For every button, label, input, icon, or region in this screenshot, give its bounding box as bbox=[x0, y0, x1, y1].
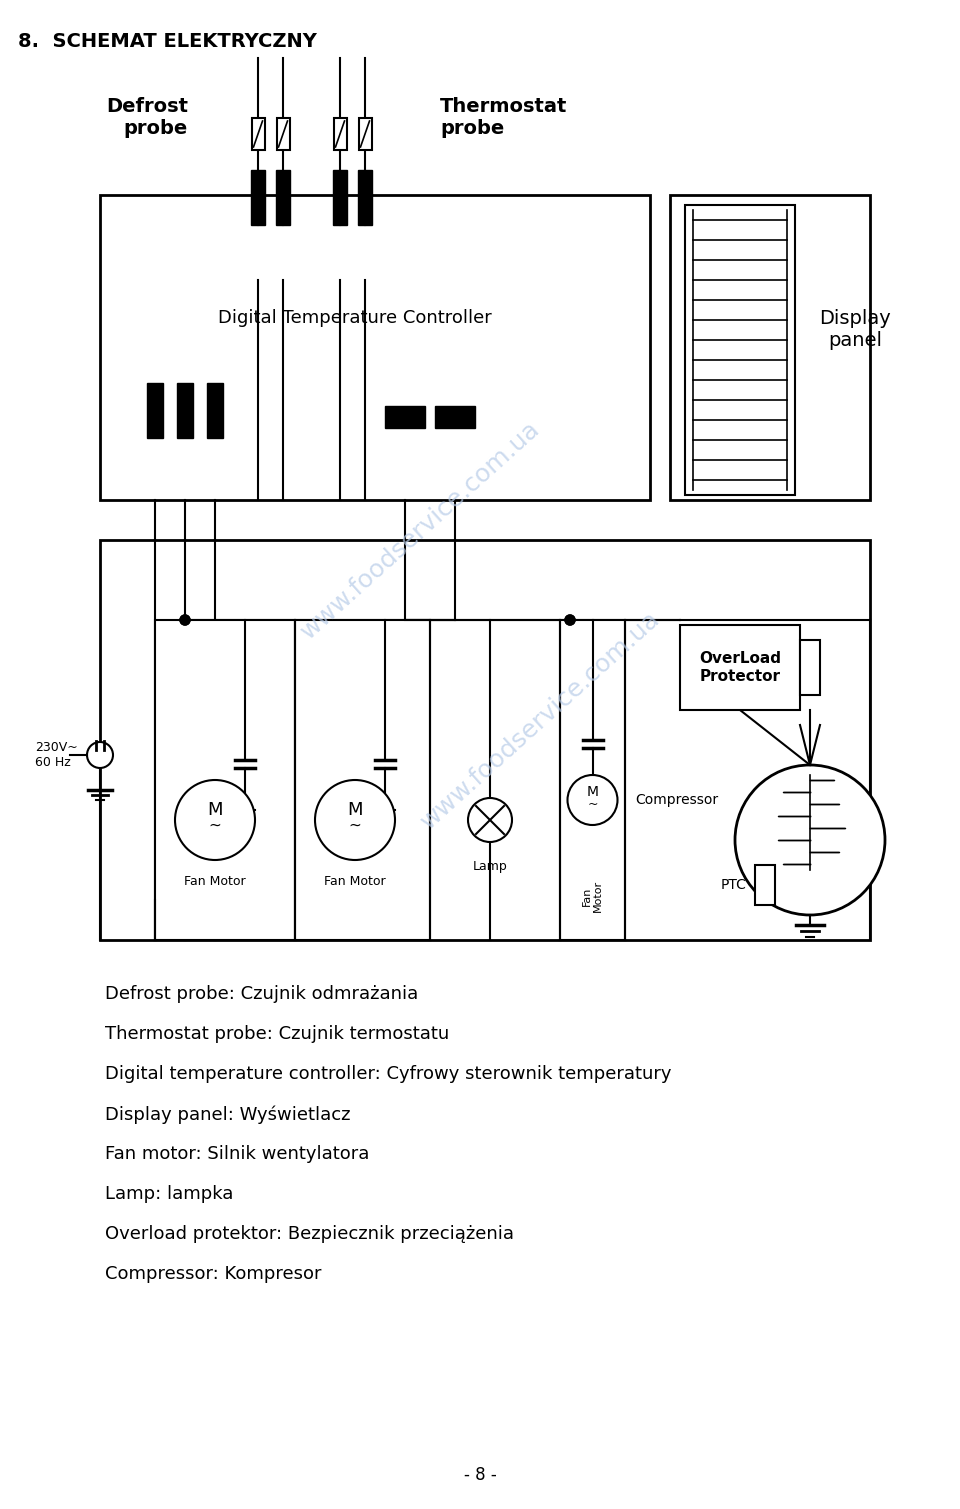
Bar bbox=[358, 118, 372, 149]
Bar bbox=[358, 171, 372, 225]
Circle shape bbox=[565, 616, 575, 625]
Bar bbox=[276, 118, 290, 149]
Text: 8.  SCHEMAT ELEKTRYCZNY: 8. SCHEMAT ELEKTRYCZNY bbox=[18, 32, 317, 51]
Text: ~: ~ bbox=[348, 818, 361, 833]
Text: ~: ~ bbox=[208, 818, 222, 833]
Bar bbox=[251, 171, 265, 225]
Text: Defrost probe: Czujnik odmrażania: Defrost probe: Czujnik odmrażania bbox=[105, 985, 419, 1003]
Circle shape bbox=[468, 798, 512, 842]
Text: Fan Motor: Fan Motor bbox=[184, 875, 246, 887]
Text: PTC: PTC bbox=[721, 878, 747, 892]
Text: Compressor: Kompresor: Compressor: Kompresor bbox=[105, 1265, 322, 1283]
Text: Display panel: Wyświetlacz: Display panel: Wyświetlacz bbox=[105, 1105, 350, 1124]
Text: www.foodservice.com.ua: www.foodservice.com.ua bbox=[296, 416, 544, 643]
Text: Fan motor: Silnik wentylatora: Fan motor: Silnik wentylatora bbox=[105, 1145, 370, 1163]
Text: - 8 -: - 8 - bbox=[464, 1467, 496, 1483]
Bar bbox=[100, 195, 650, 499]
Bar bbox=[670, 195, 870, 499]
Circle shape bbox=[565, 616, 575, 625]
Circle shape bbox=[175, 780, 255, 860]
Bar bbox=[155, 620, 295, 940]
Text: OverLoad
Protector: OverLoad Protector bbox=[699, 652, 781, 684]
Text: M: M bbox=[587, 785, 598, 798]
Text: 230V~
60 Hz: 230V~ 60 Hz bbox=[35, 741, 78, 770]
Text: M: M bbox=[348, 801, 363, 819]
Text: Lamp: Lamp bbox=[472, 860, 508, 874]
Bar bbox=[685, 205, 795, 495]
Circle shape bbox=[180, 616, 190, 625]
Text: M: M bbox=[207, 801, 223, 819]
Circle shape bbox=[567, 776, 617, 825]
Text: Defrost
probe: Defrost probe bbox=[106, 98, 188, 139]
Text: Digital Temperature Controller: Digital Temperature Controller bbox=[218, 309, 492, 327]
Bar bbox=[800, 640, 820, 696]
Text: Lamp: lampka: Lamp: lampka bbox=[105, 1185, 233, 1203]
Bar bbox=[560, 620, 625, 940]
Bar bbox=[435, 406, 475, 429]
Bar bbox=[177, 383, 193, 438]
Text: Thermostat probe: Czujnik termostatu: Thermostat probe: Czujnik termostatu bbox=[105, 1025, 449, 1043]
Text: Fan
Motor: Fan Motor bbox=[582, 880, 603, 911]
Text: www.foodservice.com.ua: www.foodservice.com.ua bbox=[416, 607, 664, 833]
Text: Fan Motor: Fan Motor bbox=[324, 875, 386, 887]
Bar bbox=[755, 865, 775, 905]
Text: Overload protektor: Bezpiecznik przeciążenia: Overload protektor: Bezpiecznik przeciąż… bbox=[105, 1225, 514, 1243]
Text: Compressor: Compressor bbox=[635, 794, 718, 807]
Text: Thermostat
probe: Thermostat probe bbox=[440, 98, 567, 139]
Bar bbox=[147, 383, 163, 438]
Bar bbox=[276, 171, 290, 225]
Text: Display
panel: Display panel bbox=[819, 309, 891, 350]
Bar bbox=[333, 118, 347, 149]
Bar bbox=[207, 383, 223, 438]
Circle shape bbox=[315, 780, 395, 860]
Bar bbox=[680, 625, 800, 711]
Circle shape bbox=[735, 765, 885, 914]
Bar bbox=[100, 540, 870, 940]
Bar bbox=[252, 118, 265, 149]
Bar bbox=[333, 171, 347, 225]
Circle shape bbox=[180, 616, 190, 625]
Bar bbox=[385, 406, 425, 429]
Circle shape bbox=[87, 742, 113, 768]
Text: ~: ~ bbox=[588, 797, 598, 810]
Bar bbox=[295, 620, 430, 940]
Text: Digital temperature controller: Cyfrowy sterownik temperatury: Digital temperature controller: Cyfrowy … bbox=[105, 1065, 671, 1083]
